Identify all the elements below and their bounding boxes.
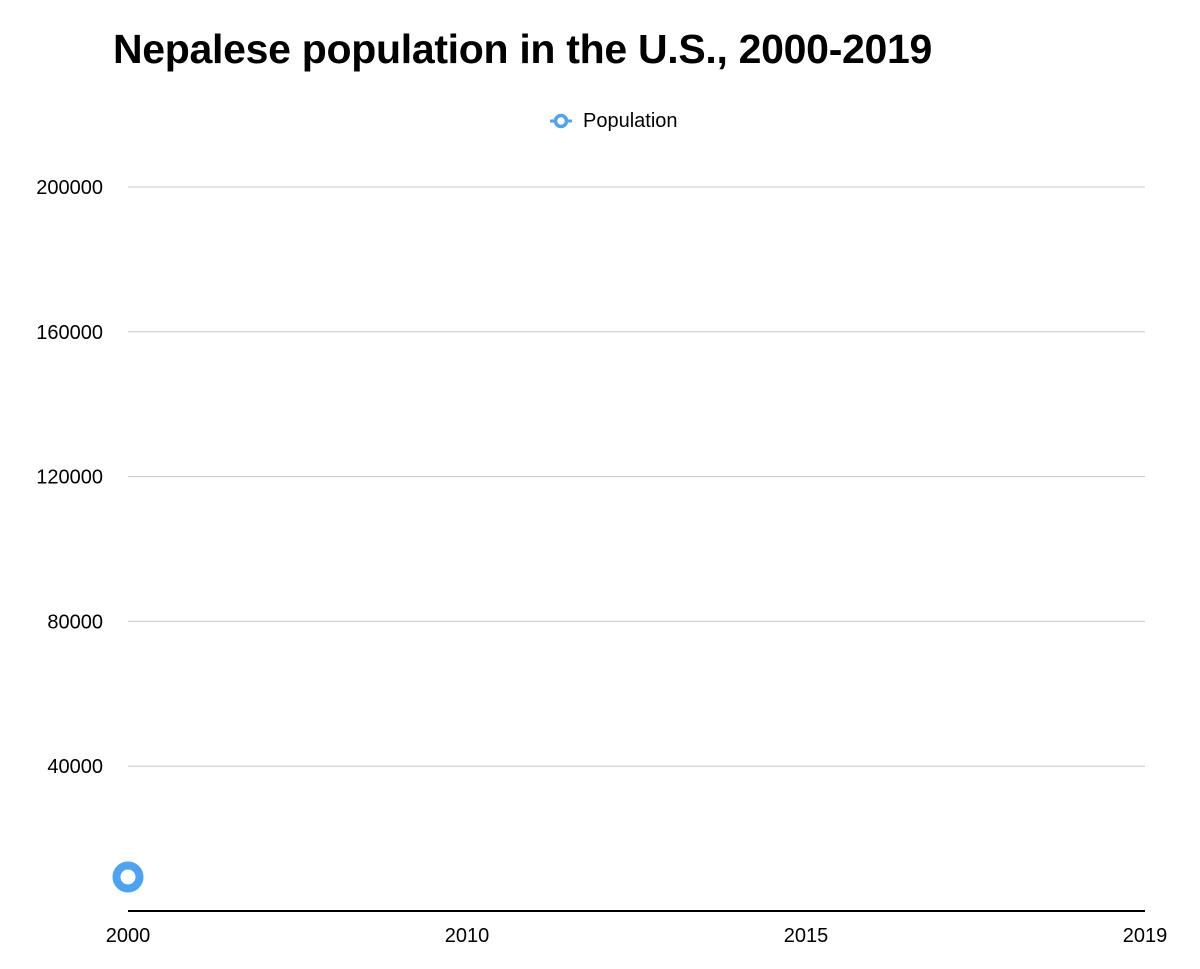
data-points — [112, 861, 144, 893]
chart-title: Nepalese population in the U.S., 2000-20… — [113, 26, 933, 72]
y-tick-label: 80000 — [47, 611, 103, 633]
x-tick-label: 2010 — [445, 925, 490, 947]
y-tick-label: 120000 — [36, 467, 103, 489]
y-tick-label: 200000 — [36, 177, 103, 199]
legend: Population — [550, 108, 678, 134]
x-tick-label: 2019 — [1123, 925, 1168, 947]
tick-labels: 40000 80000 120000 160000 200000 2000 2010 2015… — [36, 177, 1167, 947]
legend-label-population: Population — [583, 109, 678, 132]
y-tick-label: 40000 — [47, 756, 103, 778]
y-tick-label: 160000 — [36, 322, 103, 344]
data-point-2000 — [112, 861, 144, 893]
x-tick-label: 2015 — [784, 925, 829, 947]
x-tick-label: 2000 — [106, 925, 151, 947]
gridlines — [128, 186, 1145, 767]
circle-marker-icon — [550, 113, 572, 129]
